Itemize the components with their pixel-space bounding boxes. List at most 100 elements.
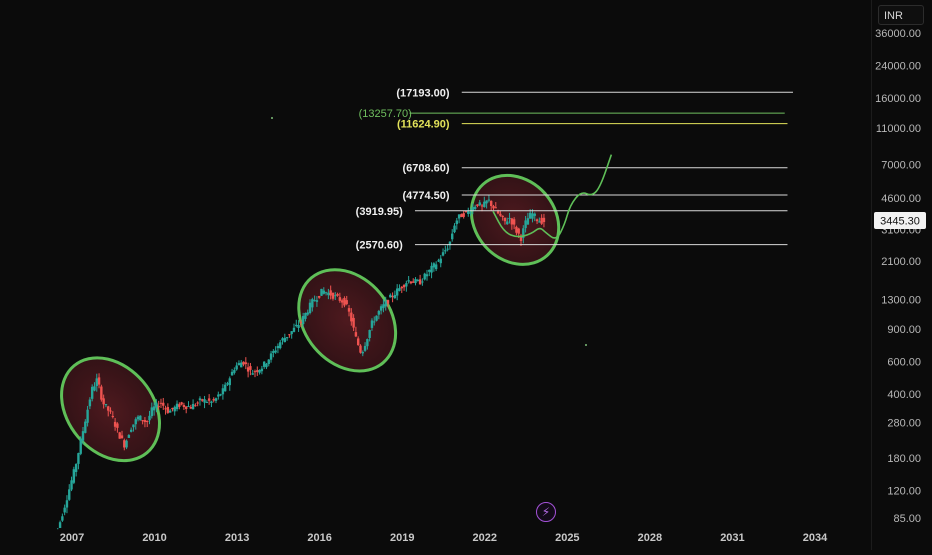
candle-body bbox=[107, 406, 110, 411]
candle-body bbox=[483, 201, 486, 208]
price-level-label: (6708.60) bbox=[402, 163, 449, 175]
candle-body bbox=[281, 338, 284, 341]
x-tick-label: 2019 bbox=[390, 532, 414, 544]
candle-body bbox=[499, 213, 502, 216]
candle-body bbox=[226, 383, 229, 385]
y-tick-label: 1300.00 bbox=[881, 294, 921, 306]
candle-body bbox=[116, 423, 119, 428]
candle-body bbox=[382, 304, 385, 309]
candle-body bbox=[444, 250, 447, 252]
candle-body bbox=[368, 330, 371, 338]
candle-body bbox=[217, 394, 220, 397]
candle-body bbox=[522, 228, 525, 238]
candle-body bbox=[265, 363, 268, 368]
candle-body bbox=[90, 386, 94, 399]
candle-body bbox=[487, 199, 491, 201]
candle-body bbox=[113, 421, 117, 427]
candle-body bbox=[125, 440, 128, 448]
y-tick-label: 600.00 bbox=[887, 356, 921, 368]
candle-body bbox=[519, 235, 523, 241]
candle-body bbox=[496, 211, 500, 214]
candle-body bbox=[405, 283, 408, 287]
candle-body bbox=[249, 366, 252, 370]
candle-body bbox=[329, 290, 332, 296]
candle-body bbox=[538, 221, 541, 223]
y-tick-label: 11000.00 bbox=[876, 123, 921, 135]
candle-body bbox=[377, 310, 381, 315]
x-tick-label: 2028 bbox=[638, 532, 662, 544]
candle-body bbox=[451, 233, 454, 240]
candle-body bbox=[441, 252, 445, 256]
y-tick-label: 16000.00 bbox=[875, 93, 921, 105]
candle-body bbox=[276, 345, 280, 349]
candle-body bbox=[129, 429, 133, 432]
candle-body bbox=[203, 399, 206, 403]
price-level-label: (11624.90) bbox=[397, 119, 450, 131]
candle-body bbox=[143, 420, 147, 422]
candle-body bbox=[139, 415, 142, 421]
currency-selector[interactable]: INR bbox=[878, 5, 924, 25]
candle-body bbox=[187, 406, 190, 408]
candle-body bbox=[97, 377, 101, 385]
candle-body bbox=[230, 371, 234, 376]
candle-body bbox=[58, 522, 62, 528]
x-tick-label: 2034 bbox=[803, 532, 828, 544]
candle-body bbox=[407, 280, 410, 282]
candle-body bbox=[283, 337, 287, 343]
last-price-marker: 3445.30 bbox=[874, 212, 926, 229]
candle-body bbox=[168, 410, 172, 413]
candle-body bbox=[212, 399, 215, 401]
candle-body bbox=[345, 300, 348, 305]
x-tick-label: 2025 bbox=[555, 532, 579, 544]
candle-body bbox=[464, 210, 468, 212]
candle-body bbox=[462, 213, 465, 217]
candle-body bbox=[61, 516, 64, 521]
stray-dot bbox=[271, 117, 273, 119]
candle-body bbox=[512, 219, 516, 225]
x-tick-label: 2016 bbox=[307, 532, 331, 544]
candle-body bbox=[315, 300, 319, 302]
candlestick-series bbox=[57, 194, 546, 530]
candle-body bbox=[244, 362, 248, 365]
candle-body bbox=[506, 221, 509, 225]
candle-body bbox=[267, 359, 270, 365]
candle-body bbox=[102, 398, 105, 405]
price-level-label: (3919.95) bbox=[356, 206, 403, 218]
candle-body bbox=[528, 212, 532, 219]
candle-body bbox=[331, 292, 335, 299]
highlight-zone bbox=[297, 268, 398, 373]
candle-body bbox=[476, 204, 479, 207]
candle-body bbox=[356, 338, 360, 346]
candle-body bbox=[391, 296, 394, 298]
candle-body bbox=[301, 316, 305, 325]
time-axis[interactable]: 2007 2010 2013 2016 2019 2022 2025 2028 2031 2034 bbox=[60, 532, 828, 544]
candle-body bbox=[219, 394, 222, 396]
candle-body bbox=[437, 260, 440, 262]
candle-body bbox=[146, 421, 149, 423]
candle-body bbox=[320, 288, 323, 296]
candle-body bbox=[542, 217, 546, 223]
price-axis[interactable]: 36000.00 24000.00 16000.00 11000.00 7000.00 4… bbox=[875, 28, 921, 525]
candle-body bbox=[350, 312, 353, 322]
candle-body bbox=[157, 406, 160, 408]
candle-body bbox=[228, 378, 231, 386]
candle-body bbox=[205, 402, 209, 404]
candle-body bbox=[480, 205, 484, 207]
candle-body bbox=[182, 405, 186, 408]
currency-label: INR bbox=[884, 10, 903, 22]
x-tick-label: 2013 bbox=[225, 532, 249, 544]
candle-body bbox=[393, 294, 397, 299]
candle-body bbox=[148, 415, 151, 421]
candle-body bbox=[127, 434, 131, 438]
candle-body bbox=[104, 404, 108, 406]
candle-body bbox=[152, 406, 156, 411]
candle-body bbox=[214, 398, 218, 401]
lightning-icon[interactable]: ⚡ bbox=[536, 502, 556, 522]
candle-body bbox=[201, 399, 204, 401]
candle-body bbox=[460, 214, 463, 218]
candle-body bbox=[412, 281, 415, 283]
candle-body bbox=[398, 288, 401, 291]
x-tick-label: 2007 bbox=[60, 532, 84, 544]
